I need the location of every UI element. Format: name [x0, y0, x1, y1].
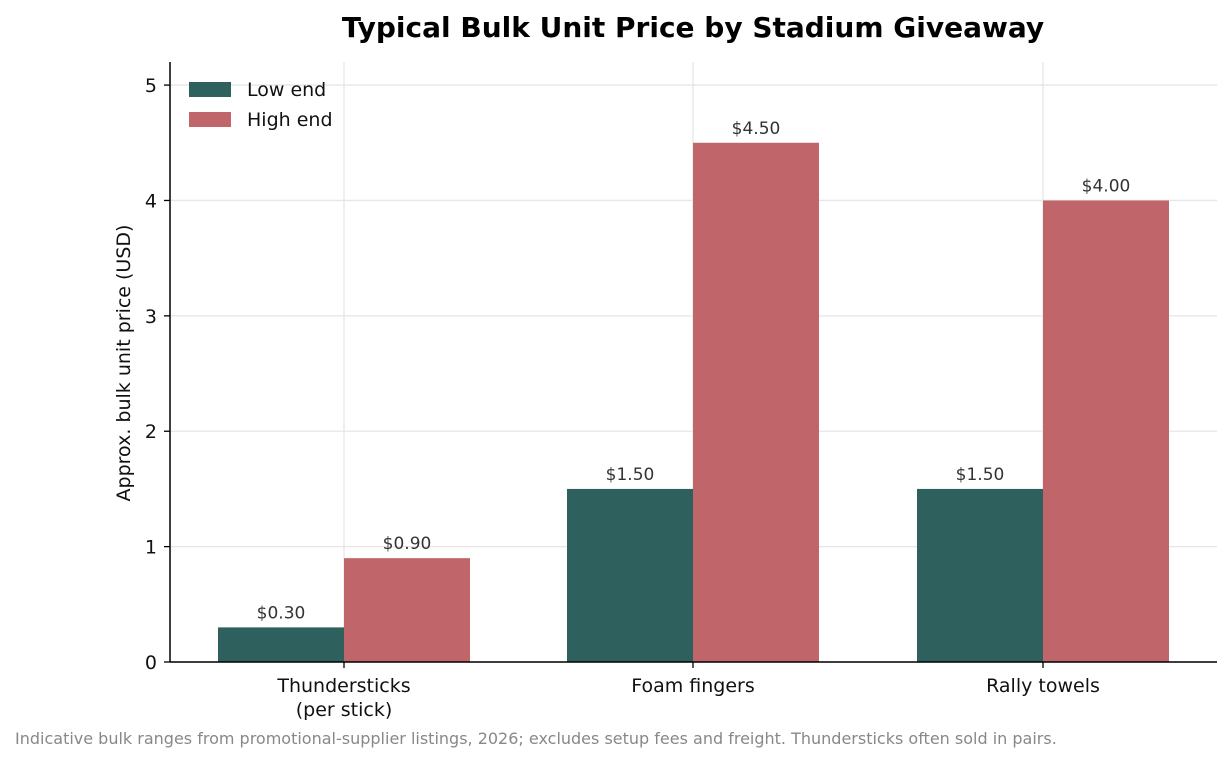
y-tick-label: 0 — [145, 652, 157, 674]
bar-high-end — [344, 558, 470, 662]
legend-label: High end — [247, 109, 333, 131]
y-axis-label: Approx. bulk unit price (USD) — [113, 225, 135, 502]
x-tick-label: Thundersticks (per stick) — [276, 675, 410, 721]
y-tick-label: 4 — [145, 190, 157, 212]
x-tick-label: Foam fingers — [631, 675, 755, 697]
bar-value-label: $4.00 — [1082, 176, 1131, 196]
footnote: Indicative bulk ranges from promotional-… — [15, 729, 1057, 748]
bar-value-label: $1.50 — [606, 465, 655, 485]
legend-label: Low end — [247, 79, 326, 101]
bars — [218, 142, 1169, 662]
data-labels: $0.30 $1.50 $1.50 $0.90 $4.50 $4.00 — [257, 119, 1131, 624]
axes: 0 1 2 3 4 5 Thundersticks (per stick) Foam finge… — [145, 62, 1217, 721]
legend: Low end High end — [189, 79, 333, 131]
bar-high-end — [1043, 200, 1169, 662]
chart-title: Typical Bulk Unit Price by Stadium Givea… — [342, 11, 1044, 44]
bar-low-end — [567, 488, 693, 662]
y-tick-label: 2 — [145, 421, 157, 443]
bar-value-label: $1.50 — [956, 465, 1005, 485]
y-tick-label: 3 — [145, 306, 157, 328]
y-tick-label: 1 — [145, 537, 157, 559]
bar-value-label: $4.50 — [732, 119, 781, 139]
legend-swatch — [189, 112, 231, 127]
bar-low-end — [917, 488, 1043, 662]
legend-swatch — [189, 82, 231, 97]
bar-value-label: $0.30 — [257, 603, 306, 623]
bar-low-end — [218, 627, 344, 662]
x-tick-label: Rally towels — [986, 675, 1100, 697]
y-tick-label: 5 — [145, 75, 157, 97]
bar-high-end — [693, 142, 819, 662]
bar-value-label: $0.90 — [383, 534, 432, 554]
